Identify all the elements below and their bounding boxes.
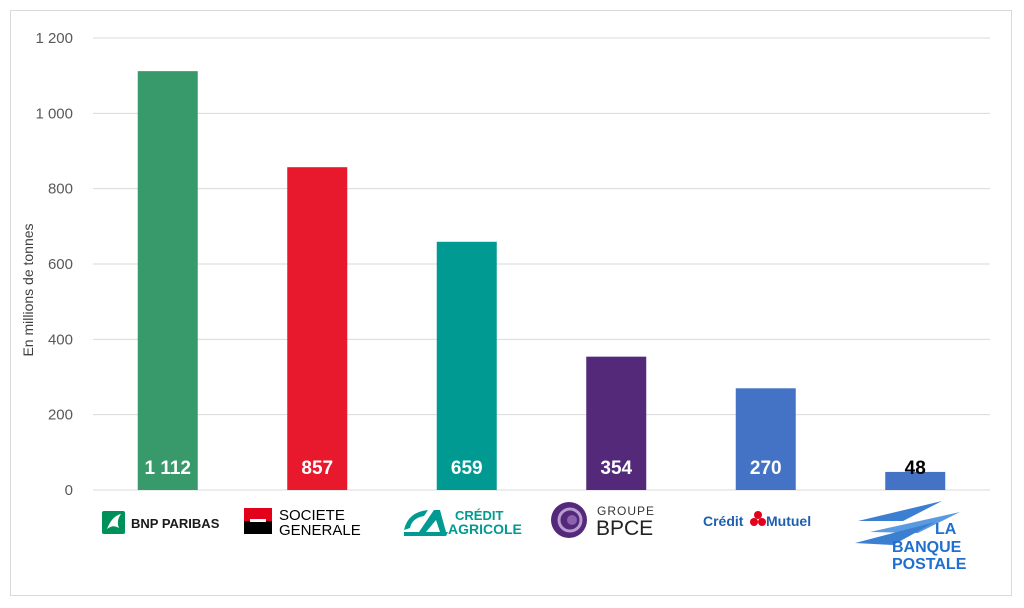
bar (436, 241, 497, 490)
y-axis-label: En millions de tonnes (20, 223, 36, 356)
gridlines (93, 37, 990, 491)
y-tick-label: 1 200 (35, 30, 73, 47)
bar (735, 388, 796, 490)
y-tick-label: 200 (48, 407, 73, 424)
logo-groupe-bpce: GROUPE BPCE (551, 502, 655, 540)
bars (137, 71, 946, 491)
svg-text:BNP PARIBAS: BNP PARIBAS (131, 516, 220, 531)
bar (137, 71, 198, 490)
data-label: 354 (600, 458, 632, 479)
svg-text:GENERALE: GENERALE (279, 522, 361, 539)
y-tick-label: 0 (65, 482, 73, 499)
y-tick-label: 600 (48, 256, 73, 273)
data-label: 857 (301, 458, 333, 479)
svg-text:AGRICOLE: AGRICOLE (448, 521, 522, 537)
logo-credit-mutuel: Crédit Mutuel (703, 511, 811, 529)
data-label: 659 (451, 458, 483, 479)
y-tick-label: 400 (48, 331, 73, 348)
svg-text:POSTALE: POSTALE (892, 556, 967, 573)
logo-bnp-paribas: BNP PARIBAS (102, 511, 220, 534)
data-labels: 1 112 857 659 354 270 48 (145, 458, 926, 479)
svg-text:Mutuel: Mutuel (766, 513, 811, 529)
svg-text:LA: LA (935, 521, 957, 538)
y-axis-ticks: 0 200 400 600 800 1 000 1 200 (35, 30, 73, 499)
bar (885, 471, 946, 490)
svg-text:CRÉDIT: CRÉDIT (455, 508, 503, 523)
svg-text:BANQUE: BANQUE (892, 539, 962, 556)
bar (586, 356, 647, 490)
y-tick-label: 800 (48, 181, 73, 198)
logo-la-banque-postale: LA BANQUE POSTALE (855, 501, 967, 573)
data-label: 270 (750, 458, 782, 479)
data-label: 1 112 (145, 458, 192, 479)
y-tick-label: 1 000 (35, 105, 73, 122)
bar (287, 167, 348, 491)
data-label: 48 (905, 458, 926, 479)
svg-text:BPCE: BPCE (596, 517, 653, 540)
svg-text:SOCIETE: SOCIETE (279, 507, 345, 524)
logo-credit-agricole: CRÉDIT AGRICOLE (404, 508, 522, 537)
svg-text:Crédit: Crédit (703, 513, 744, 529)
logo-societe-generale: SOCIETE GENERALE (244, 507, 361, 539)
svg-text:GROUPE: GROUPE (597, 504, 655, 518)
